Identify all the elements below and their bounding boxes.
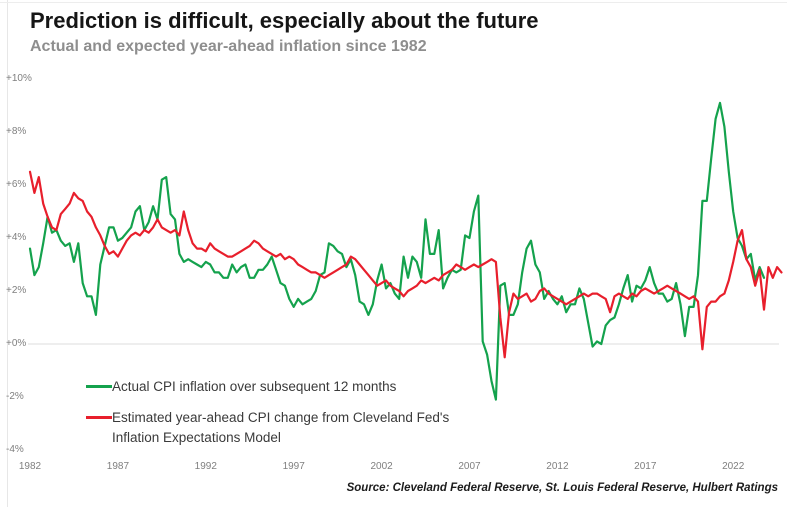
page-subtitle: Actual and expected year-ahead inflation… [30,38,427,55]
x-axis-tick-label: 2012 [546,461,569,472]
slide-top-edge [0,2,787,3]
y-axis-tick-label: +2% [6,285,27,296]
actual-cpi-line [28,101,766,401]
expected-line-swatch [86,416,112,419]
source-attribution: Source: Cleveland Federal Reserve, St. L… [346,482,778,494]
legend-item-actual: Actual CPI inflation over subsequent 12 … [86,377,506,397]
y-axis-tick-label: +4% [6,232,27,243]
y-axis-tick-label: -2% [6,391,24,402]
x-axis-tick-label: 2017 [634,461,657,472]
x-axis-tick-label: 1987 [106,461,130,472]
x-axis-tick-label: 1997 [282,461,305,472]
expected-cpi-line [28,170,783,359]
x-axis-tick-label: 2022 [722,461,745,472]
legend-label-expected: Estimated year-ahead CPI change from Cle… [112,410,450,445]
x-axis-tick-label: 2002 [370,461,393,472]
legend-label-actual: Actual CPI inflation over subsequent 12 … [112,379,397,394]
actual-line-swatch [86,385,112,388]
y-axis-tick-label: +8% [6,126,27,137]
y-axis-tick-label: -4% [6,444,24,455]
y-axis-tick-label: +0% [6,338,27,349]
page-title: Prediction is difficult, especially abou… [30,8,539,33]
legend-item-expected: Estimated year-ahead CPI change from Cle… [86,408,506,448]
x-axis-tick-label: 1982 [18,461,42,472]
slide-left-edge [7,0,8,507]
y-axis-tick-label: +6% [6,179,27,190]
x-axis-tick-label: 1992 [194,461,217,472]
x-axis-tick-label: 2007 [458,461,481,472]
y-axis-tick-label: +10% [6,73,32,84]
